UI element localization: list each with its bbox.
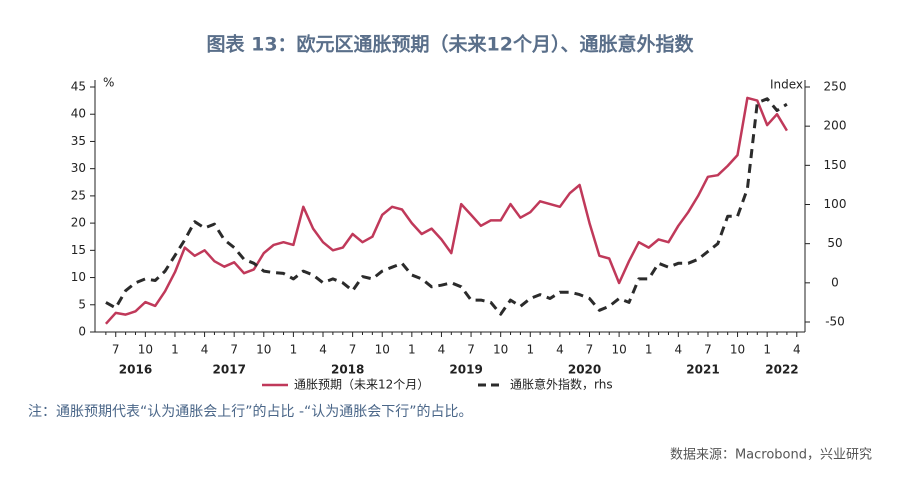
series-line	[104, 96, 788, 325]
x-tick-label: 1	[645, 343, 653, 357]
y-tick-label: 35	[71, 134, 86, 148]
y2-tick-label: 100	[824, 197, 847, 211]
y-tick-label: 10	[71, 270, 86, 284]
x-tick-label: 10	[611, 343, 626, 357]
x-tick-label: 7	[467, 343, 475, 357]
year-label: 2022	[765, 363, 798, 377]
x-tick-label: 10	[493, 343, 508, 357]
x-tick-label: 10	[138, 343, 153, 357]
y2-tick-label: 50	[827, 236, 842, 250]
y-tick-label: 20	[71, 216, 86, 230]
y-tick-label: 5	[78, 297, 86, 311]
y2-tick-label: -50	[825, 315, 845, 329]
source: 数据来源：Macrobond，兴业研究	[670, 448, 872, 463]
x-tick-label: 7	[704, 343, 712, 357]
x-tick-label: 7	[112, 343, 120, 357]
x-tick-label: 1	[171, 343, 179, 357]
y-tick-label: 25	[71, 188, 86, 202]
x-tick-label: 10	[256, 343, 271, 357]
x-tick-label: 4	[438, 343, 446, 357]
y-tick-label: 45	[71, 80, 86, 94]
year-label: 2020	[568, 363, 601, 377]
y-tick-label: 15	[71, 243, 86, 257]
series-line	[105, 97, 788, 316]
x-tick-label: 4	[675, 343, 683, 357]
y2-tick-label: 150	[824, 158, 847, 172]
legend-label: 通胀意外指数，rhs	[510, 377, 613, 392]
chart-title: 图表 13：欧元区通胀预期（未来12个月）、通胀意外指数	[207, 33, 695, 56]
x-tick-label: 10	[730, 343, 745, 357]
y-axis-label: %	[103, 76, 114, 90]
note: 注：通胀预期代表“认为通胀会上行”的占比 -“认为通胀会下行”的占比。	[28, 404, 473, 420]
year-label: 2021	[686, 363, 719, 377]
y-tick-label: 40	[71, 107, 86, 121]
year-label: 2019	[449, 363, 482, 377]
y2-tick-label: 250	[824, 80, 847, 94]
x-tick-label: 1	[408, 343, 416, 357]
y2-tick-label: 200	[824, 119, 847, 133]
x-tick-label: 4	[793, 343, 801, 357]
x-tick-label: 10	[375, 343, 390, 357]
y2-tick-label: 0	[831, 275, 839, 289]
x-tick-label: 7	[230, 343, 238, 357]
y2-axis-label: Index	[770, 78, 803, 92]
x-tick-label: 7	[349, 343, 357, 357]
x-tick-label: 4	[556, 343, 564, 357]
x-tick-label: 4	[319, 343, 327, 357]
y-tick-label: 30	[71, 161, 86, 175]
x-tick-label: 1	[290, 343, 298, 357]
year-label: 2017	[213, 363, 246, 377]
x-tick-label: 1	[763, 343, 771, 357]
year-label: 2018	[331, 363, 364, 377]
year-label: 2016	[119, 363, 152, 377]
x-tick-label: 4	[201, 343, 209, 357]
legend-label: 通胀预期（未来12个月）	[294, 378, 429, 392]
x-tick-label: 1	[526, 343, 534, 357]
y-tick-label: 0	[78, 325, 86, 339]
x-tick-label: 7	[586, 343, 594, 357]
